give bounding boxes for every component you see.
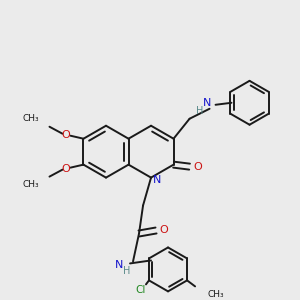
- Text: N: N: [203, 98, 212, 108]
- Text: CH₃: CH₃: [23, 114, 40, 123]
- Text: O: O: [61, 164, 70, 174]
- Text: CH₃: CH₃: [23, 180, 40, 189]
- Text: CH₃: CH₃: [207, 290, 224, 299]
- Text: O: O: [193, 162, 202, 172]
- Text: O: O: [61, 130, 70, 140]
- Text: N: N: [153, 175, 161, 184]
- Text: N: N: [115, 260, 123, 270]
- Text: H: H: [196, 106, 203, 116]
- Text: Cl: Cl: [136, 285, 146, 296]
- Text: O: O: [160, 224, 168, 235]
- Text: H: H: [123, 266, 130, 276]
